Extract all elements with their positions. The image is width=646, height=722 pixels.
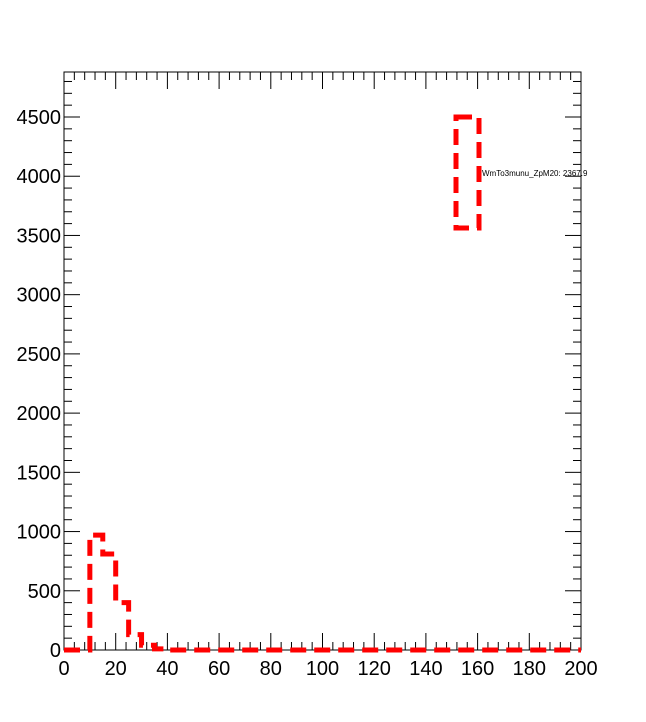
x-tick-label: 200: [564, 658, 597, 680]
x-tick-label: 20: [105, 658, 127, 680]
legend: WmTo3munu_ZpM20: 2367.9: [453, 114, 588, 231]
x-tick-label: 0: [58, 658, 69, 680]
y-tick-label: 1500: [17, 462, 62, 484]
plot-frame: [63, 71, 582, 651]
x-axis-tick-labels: 0 20 40 60 80 100 120 140 160 180 200: [58, 658, 597, 680]
x-tick-label: 140: [409, 658, 442, 680]
y-tick-label: 0: [50, 640, 61, 662]
x-tick-label: 180: [513, 658, 546, 680]
x-tick-label: 160: [461, 658, 494, 680]
x-tick-label: 40: [156, 658, 178, 680]
y-tick-label: 1000: [17, 522, 62, 544]
x-axis-ticks: [63, 72, 582, 650]
y-tick-label: 2000: [17, 403, 62, 425]
y-tick-label: 2500: [17, 344, 62, 366]
y-tick-label: 500: [28, 581, 61, 603]
x-tick-label: 120: [358, 658, 391, 680]
y-axis-ticks: [64, 80, 581, 651]
x-tick-label: 80: [260, 658, 282, 680]
x-tick-label: 100: [306, 658, 339, 680]
legend-entry-label: WmTo3munu_ZpM20: 2367.9: [482, 169, 588, 178]
y-tick-label: 4500: [17, 107, 62, 129]
y-tick-label: 3500: [17, 225, 62, 247]
y-axis-tick-labels: 0 500 1000 1500 2000 2500 3000 3500 4000 4500: [17, 107, 62, 662]
x-tick-label: 60: [208, 658, 230, 680]
y-tick-label: 4000: [17, 166, 62, 188]
legend-swatch: [453, 114, 482, 231]
y-tick-label: 3000: [17, 285, 62, 307]
series-histogram-line: [64, 532, 581, 653]
